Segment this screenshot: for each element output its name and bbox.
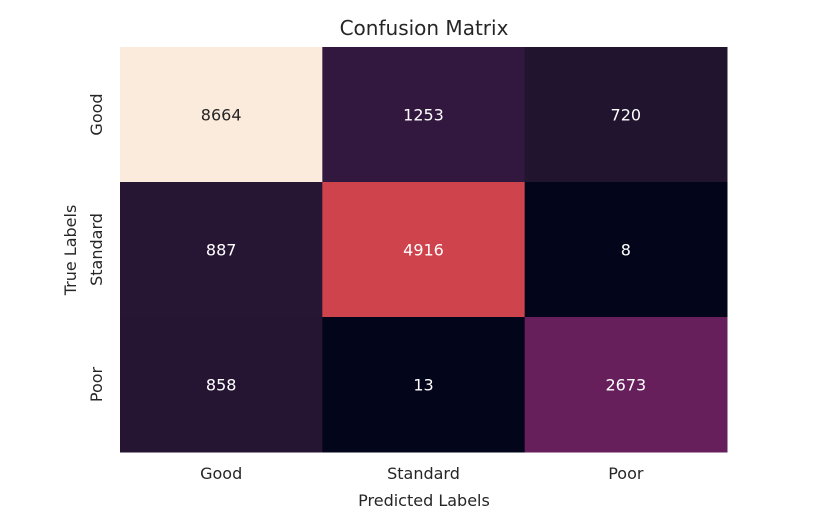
y-tick-label: Standard xyxy=(87,213,106,286)
heatmap-cell xyxy=(120,47,323,183)
heatmap-cell xyxy=(322,47,526,183)
cell-value-label: 8664 xyxy=(201,106,242,125)
x-tick-labels: Good Standard Poor xyxy=(200,464,644,483)
heatmap-cell-labels: 8664 1253 720 887 4916 8 858 13 2673 xyxy=(201,106,646,395)
cell-value-label: 2673 xyxy=(605,376,646,395)
heatmap-cell xyxy=(120,182,323,318)
y-axis-label: True Labels xyxy=(61,205,80,297)
heatmap-cell xyxy=(524,47,728,183)
heatmap-cell xyxy=(120,317,323,453)
cell-value-label: 1253 xyxy=(403,106,444,125)
cell-value-label: 720 xyxy=(611,106,642,125)
cell-value-label: 8 xyxy=(621,241,631,260)
x-tick-label: Standard xyxy=(387,464,460,483)
cell-value-label: 858 xyxy=(206,376,237,395)
y-tick-labels: Good Standard Poor xyxy=(87,93,106,402)
x-axis-label: Predicted Labels xyxy=(358,491,490,510)
y-tick-label: Good xyxy=(87,93,106,135)
x-tick-label: Good xyxy=(200,464,242,483)
heatmap-cells xyxy=(120,47,728,453)
cell-value-label: 887 xyxy=(206,241,237,260)
cell-value-label: 13 xyxy=(413,376,433,395)
chart-title: Confusion Matrix xyxy=(340,16,509,40)
heatmap-cell xyxy=(524,182,728,318)
y-tick-label: Poor xyxy=(87,366,106,402)
heatmap-cell xyxy=(322,317,526,453)
heatmap-cell xyxy=(322,182,526,318)
x-tick-label: Poor xyxy=(608,464,644,483)
heatmap-cell xyxy=(524,317,728,453)
cell-value-label: 4916 xyxy=(403,241,444,260)
